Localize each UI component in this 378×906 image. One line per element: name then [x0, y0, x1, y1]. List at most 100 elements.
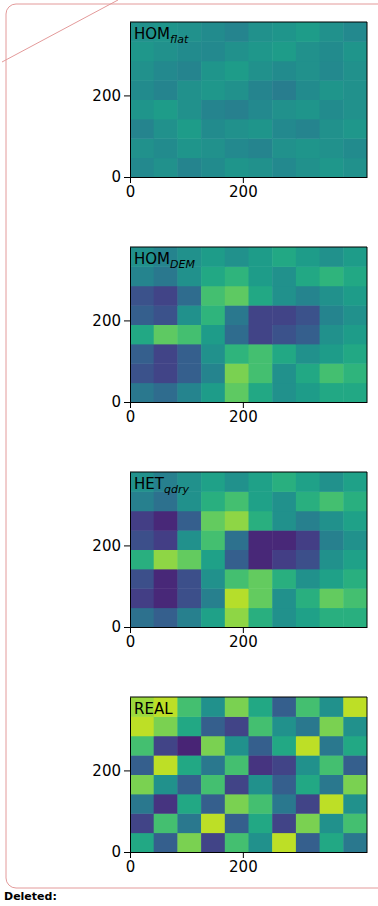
markup-label: Deleted: [4, 890, 57, 903]
cell [343, 550, 367, 570]
cell [154, 511, 178, 531]
tick-mark [124, 320, 130, 321]
cell [130, 100, 154, 120]
tick-label: 200 [92, 537, 121, 555]
cell [320, 119, 344, 139]
cell [154, 813, 178, 833]
tick-mark [124, 95, 130, 96]
tick-label: 0 [126, 858, 136, 876]
cell [130, 736, 154, 756]
cell [154, 119, 178, 139]
cell [225, 569, 249, 589]
cell [201, 344, 225, 364]
cell [296, 716, 320, 736]
tick: 200 [229, 402, 258, 426]
cell [272, 305, 296, 325]
cell [130, 80, 154, 100]
cell [130, 138, 154, 158]
tick-label: 200 [92, 312, 121, 330]
cell [320, 266, 344, 286]
cell [201, 813, 225, 833]
cell [177, 286, 201, 306]
tick-label: 200 [229, 408, 258, 426]
axis-line [131, 627, 368, 628]
cell [343, 119, 367, 139]
cell [320, 530, 344, 550]
cell [201, 80, 225, 100]
cell [177, 530, 201, 550]
panel-label: HOMflat [134, 25, 189, 46]
cell [343, 813, 367, 833]
cell [201, 383, 225, 402]
cell [130, 491, 154, 511]
cell [343, 138, 367, 158]
tick: 0 [126, 852, 136, 876]
cell [272, 794, 296, 814]
cell [177, 608, 201, 627]
cell [249, 363, 273, 383]
cell [249, 305, 273, 325]
tick: 0 [111, 168, 130, 186]
x-axis: 0200 [126, 852, 368, 876]
cell [272, 608, 296, 627]
cell [249, 119, 273, 139]
y-axis: 0200 [92, 698, 130, 862]
cell [296, 383, 320, 402]
cell [225, 775, 249, 795]
cell [249, 755, 273, 775]
cell [249, 286, 273, 306]
cell [130, 286, 154, 306]
cell [177, 588, 201, 608]
cell [272, 511, 296, 531]
cell [154, 383, 178, 402]
cells [130, 247, 367, 402]
cell [343, 41, 367, 61]
cell [249, 383, 273, 402]
cell [177, 363, 201, 383]
cell [249, 716, 273, 736]
cell [201, 138, 225, 158]
cell [154, 775, 178, 795]
cell [296, 569, 320, 589]
frame [367, 697, 368, 852]
panel-subscript: qdry [164, 483, 189, 496]
cell [130, 813, 154, 833]
tick: 0 [111, 393, 130, 411]
axis-line [130, 23, 131, 178]
cell [130, 305, 154, 325]
cell [343, 833, 367, 852]
cell [130, 325, 154, 345]
cell [343, 472, 367, 492]
frame [367, 22, 368, 177]
cell [201, 286, 225, 306]
cell [296, 755, 320, 775]
cell [177, 80, 201, 100]
cell [296, 61, 320, 81]
cell [320, 61, 344, 81]
cell [201, 608, 225, 627]
cell [320, 775, 344, 795]
axis-line [130, 248, 131, 403]
cell [177, 119, 201, 139]
cell [201, 61, 225, 81]
cell [225, 363, 249, 383]
cell [225, 550, 249, 570]
tick-label: 0 [111, 843, 121, 861]
cell [225, 383, 249, 402]
cell [130, 588, 154, 608]
panel: 02000200HETqdry [92, 472, 367, 651]
cell [272, 383, 296, 402]
cell [130, 530, 154, 550]
cell [296, 22, 320, 42]
cell [177, 569, 201, 589]
cell [130, 119, 154, 139]
cell [177, 755, 201, 775]
cell [177, 138, 201, 158]
frame [130, 22, 367, 23]
frame [367, 247, 368, 402]
cell [130, 716, 154, 736]
cell [177, 833, 201, 852]
cell [249, 833, 273, 852]
cell [225, 325, 249, 345]
cell [225, 608, 249, 627]
